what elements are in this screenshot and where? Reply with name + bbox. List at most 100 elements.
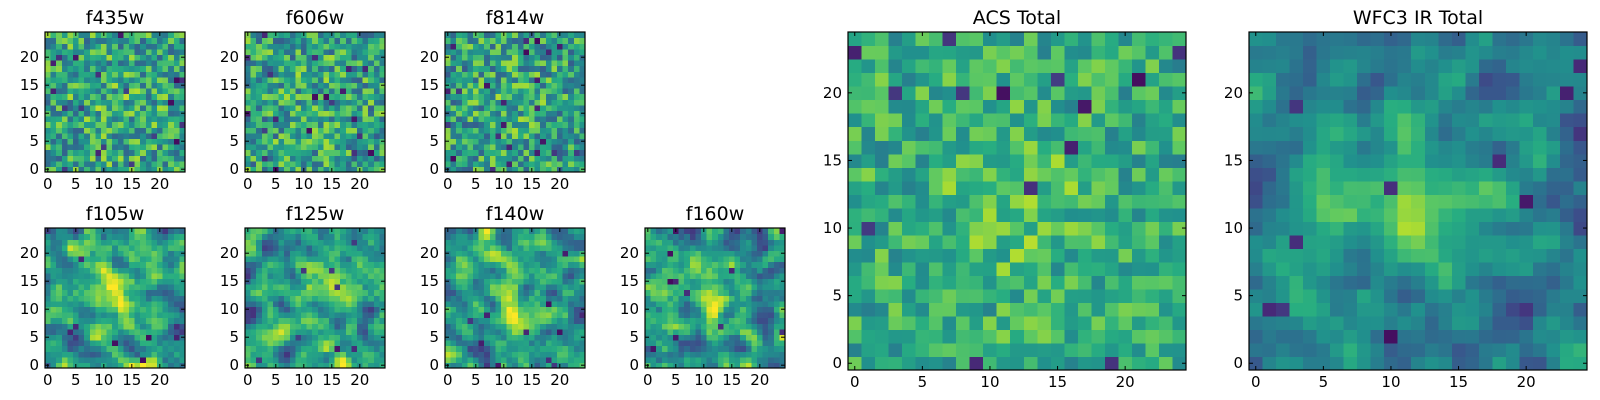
heatmap-cell [579,228,586,235]
heatmap-cell [261,104,268,111]
x-tick-label: 10 [94,371,113,389]
heatmap-cell [445,300,452,307]
heatmap-cell [473,93,480,100]
heatmap-cell [351,76,358,83]
heatmap-cell [312,317,319,324]
heatmap-cell [168,37,175,44]
heatmap-cell [317,289,324,296]
heatmap-cell [168,356,175,363]
heatmap-cells [245,32,386,173]
heatmap-cell [162,37,169,44]
heatmap-cell [368,99,375,106]
heatmap-cell [645,300,652,307]
heatmap-cell [568,149,575,156]
heatmap-cell [151,267,158,274]
heatmap-cell [56,82,63,89]
heatmap-cell [701,239,708,246]
heatmap-cell [1064,315,1079,331]
heatmap-cell [512,250,519,257]
x-tick-label: 5 [271,175,281,193]
heatmap-cell [661,239,668,246]
heatmap-cell [461,345,468,352]
heatmap-cell [568,76,575,83]
heatmap-cell [95,239,102,246]
heatmap-cell [312,160,319,167]
heatmap-cell [1037,302,1052,317]
heatmap-cell [956,194,971,209]
heatmap-cell [289,300,296,307]
heatmap-cell [250,88,257,95]
heatmap-cell [501,93,508,100]
heatmap-cell [695,272,702,279]
heatmap-cell [645,328,652,335]
y-tick-label: 15 [420,76,439,94]
heatmap-cell [762,250,769,257]
heatmap-cell [712,239,719,246]
heatmap-cell [861,194,876,209]
heatmap-cell [1023,261,1038,276]
heatmap-cell [362,312,369,319]
heatmap-cell [729,312,736,319]
heatmap-cell [306,60,313,67]
heatmap-cell [723,278,730,285]
heatmap-cell [701,345,708,352]
heatmap-cell [334,306,341,313]
heatmap-cell [73,312,80,319]
heatmap-cell [50,356,57,363]
heatmap-cell [129,104,136,111]
heatmap-cell [295,149,302,156]
heatmap-cell [568,127,575,134]
heatmap-cell [729,244,736,251]
heatmap-cell [717,334,724,341]
heatmap-cell [295,144,302,151]
heatmap-cell [334,334,341,341]
heatmap-cell [379,345,386,352]
heatmap-cell [734,295,741,302]
heatmap-cell [373,340,380,347]
heatmap-cell [751,256,758,263]
heatmap-cell [329,284,336,291]
heatmap-cell [667,261,674,268]
heatmap-cell [695,356,702,363]
heatmap-cell [78,82,85,89]
heatmap-cell [261,71,268,78]
heatmap-cell [312,54,319,61]
heatmap-cell [340,272,347,279]
heatmap-cell [689,233,696,240]
heatmap-cell [345,278,352,285]
heatmap-cell [267,32,274,39]
heatmap-cell [173,82,180,89]
heatmap-cell [450,244,457,251]
heatmap-cell [334,345,341,352]
heatmap-cell [473,295,480,302]
heatmap-cell [512,76,519,83]
heatmap-cell [379,32,386,39]
heatmap-cell [368,127,375,134]
heatmap-cell [368,60,375,67]
heatmap-cell [306,149,313,156]
heatmap-cell [969,275,984,290]
heatmap-cell [534,284,541,291]
heatmap-cell [523,228,530,235]
heatmap-cell [495,239,502,246]
heatmap-cell [888,207,903,222]
heatmap-cell [489,244,496,251]
heatmap-cell [162,233,169,240]
heatmap-cell [345,60,352,67]
heatmap-cell [512,48,519,55]
heatmap-cell [545,261,552,268]
heatmap-cell [379,99,386,106]
heatmap-cell [861,153,876,168]
heatmap-cell [684,300,691,307]
heatmap-cell [501,284,508,291]
heatmap-cell [89,250,96,257]
heatmap-cell [45,256,52,263]
heatmap-cell [362,144,369,151]
heatmap-cell [512,345,519,352]
heatmap-cell [340,306,347,313]
heatmap-cell [45,104,52,111]
heatmap-cell [362,317,369,324]
heatmap-cell [579,60,586,67]
heatmap-cell [1010,288,1025,303]
heatmap-cell [489,239,496,246]
